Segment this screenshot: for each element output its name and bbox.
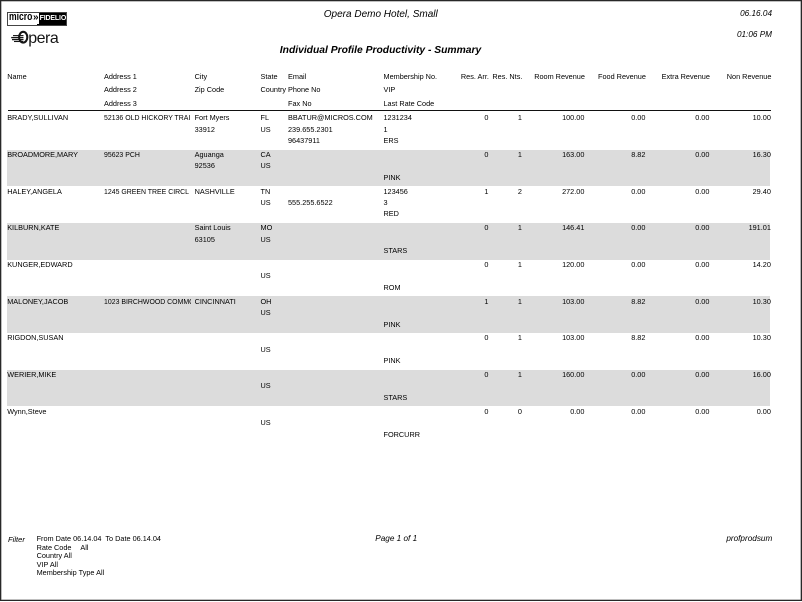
svg-text:pera: pera (28, 30, 59, 47)
